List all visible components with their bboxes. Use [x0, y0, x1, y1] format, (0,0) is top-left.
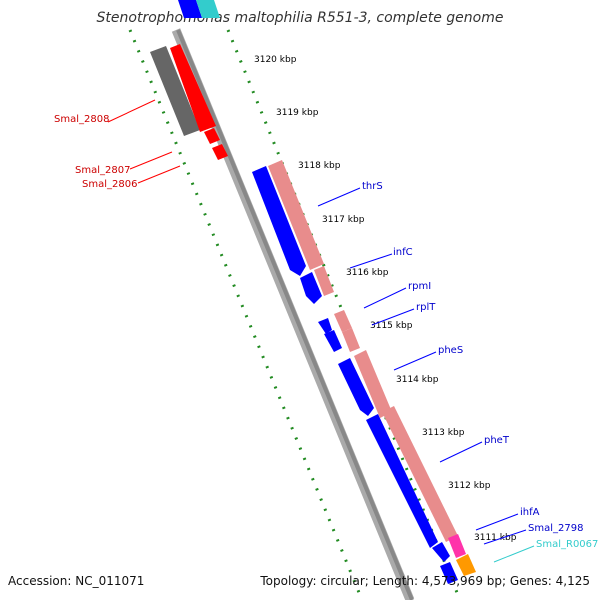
- gene-label-thrs[interactable]: thrS: [362, 181, 383, 192]
- leader-ihfa: [475, 513, 519, 531]
- leader-thrs: [317, 187, 361, 207]
- gene-infC-light[interactable]: [314, 266, 334, 296]
- gene-label-smal-2808[interactable]: Smal_2808: [54, 114, 109, 125]
- scale-label: 3115 kbp: [370, 321, 413, 331]
- leader-smal-2807: [129, 151, 173, 170]
- gene-label-rpmi[interactable]: rpmI: [408, 281, 431, 292]
- leader-infc: [349, 253, 393, 269]
- gene-smal-r0067[interactable]: [456, 554, 476, 576]
- leader-rpmi: [363, 287, 407, 309]
- backbone: [176, 29, 414, 600]
- leader-smal-r0067: [493, 545, 535, 563]
- gene-label-smal-2807[interactable]: Smal_2807: [75, 165, 130, 176]
- gene-pheT-light[interactable]: [382, 406, 458, 542]
- gene-label-smal-r0067[interactable]: Smal_R0067: [536, 539, 598, 550]
- gene-smal-2798[interactable]: [448, 534, 466, 558]
- gene-rplT-light[interactable]: [342, 328, 360, 352]
- leader-rplt: [371, 308, 415, 326]
- genome-summary: Topology: circular; Length: 4,573,969 bp…: [260, 574, 590, 588]
- scale-label: 3112 kbp: [448, 481, 491, 491]
- scale-label: 3113 kbp: [422, 428, 465, 438]
- scale-label: 3119 kbp: [276, 108, 319, 118]
- leader-phes: [393, 351, 437, 371]
- accession-label: Accession: NC_011071: [8, 574, 145, 588]
- scale-label: 3114 kbp: [396, 375, 439, 385]
- gene-pheS-light[interactable]: [354, 350, 392, 418]
- leader-phet: [439, 441, 483, 463]
- scale-label: 3116 kbp: [346, 268, 389, 278]
- gene-smal-2808[interactable]: [150, 46, 200, 136]
- gene-top-cyan: [196, 0, 220, 18]
- gene-bottom-blue[interactable]: [440, 562, 458, 584]
- gene-top-blue: [178, 0, 202, 18]
- leader-smal-2808: [107, 99, 156, 123]
- gene-rplT[interactable]: [324, 330, 342, 352]
- gene-label-ihfa[interactable]: ihfA: [520, 507, 540, 518]
- scale-label: 3120 kbp: [254, 55, 297, 65]
- gene-ihfA[interactable]: [432, 542, 450, 562]
- gene-rpmI-light[interactable]: [334, 310, 352, 332]
- gene-label-phet[interactable]: pheT: [484, 435, 510, 446]
- leader-smal-2798: [483, 529, 527, 545]
- gene-thrS-light[interactable]: [268, 160, 324, 270]
- gene-label-phes[interactable]: pheS: [438, 345, 463, 356]
- gene-smal-2807[interactable]: [204, 128, 220, 144]
- gene-label-smal-2798[interactable]: Smal_2798: [528, 523, 583, 534]
- gene-rpmI[interactable]: [318, 318, 332, 334]
- gene-pheT[interactable]: [366, 414, 438, 548]
- leader-smal-2806: [137, 165, 181, 184]
- scale-label: 3117 kbp: [322, 215, 365, 225]
- gene-thrS[interactable]: [252, 166, 306, 276]
- gene-label-infc[interactable]: infC: [393, 247, 413, 258]
- gene-label-rplt[interactable]: rplT: [416, 302, 436, 313]
- gene-label-smal-2806[interactable]: Smal_2806: [82, 179, 137, 190]
- gene-smal-2806[interactable]: [212, 144, 228, 160]
- gene-infC[interactable]: [300, 272, 322, 304]
- scale-label: 3118 kbp: [298, 161, 341, 171]
- gene-pheS[interactable]: [338, 358, 374, 416]
- scale-label: 3111 kbp: [474, 533, 517, 543]
- tick-track-outer: [128, 29, 364, 600]
- gene-red-1[interactable]: [170, 44, 216, 132]
